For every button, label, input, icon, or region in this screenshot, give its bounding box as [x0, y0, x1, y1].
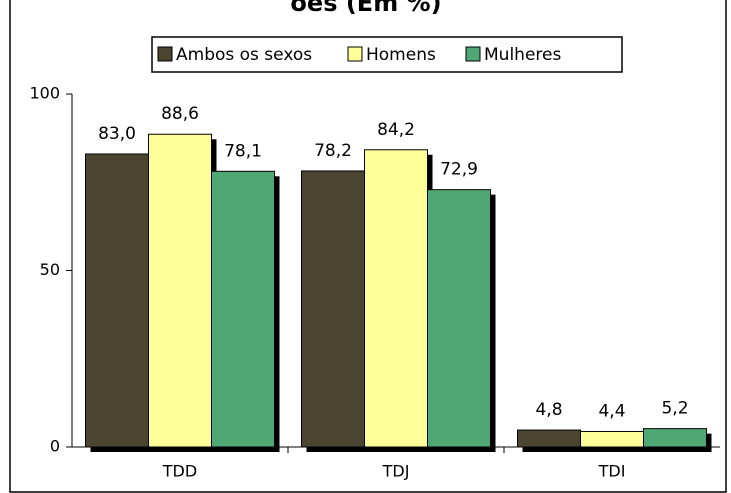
y-tick-label: 0: [50, 437, 60, 456]
bar: [85, 153, 149, 448]
bar: [643, 428, 707, 448]
data-label: 78,2: [314, 141, 352, 161]
data-label: 5,2: [661, 399, 688, 419]
bar: [211, 170, 275, 448]
data-label: 84,2: [377, 120, 415, 140]
bar: [517, 429, 581, 448]
legend-label: Mulheres: [484, 45, 561, 65]
y-tick-label: 50: [40, 260, 60, 279]
chart-title: oes (Em %): [290, 0, 441, 17]
bar: [427, 189, 491, 448]
bar: [364, 149, 428, 448]
data-label: 88,6: [161, 104, 199, 124]
data-label: 4,4: [598, 401, 625, 421]
bar: [580, 430, 644, 448]
legend-label: Homens: [366, 45, 436, 65]
legend-swatch: [157, 46, 173, 62]
bar: [301, 170, 365, 448]
y-tick-label: 100: [29, 84, 60, 103]
x-tick-label: TDD: [162, 462, 197, 481]
x-tick-label: TDJ: [382, 462, 410, 481]
legend-box: [151, 36, 623, 73]
bar: [148, 133, 212, 448]
data-label: 4,8: [535, 400, 562, 420]
legend-label: Ambos os sexos: [176, 45, 312, 65]
data-label: 78,1: [224, 141, 262, 161]
data-label: 83,0: [98, 124, 136, 144]
data-label: 72,9: [440, 160, 478, 180]
legend-swatch: [347, 46, 363, 62]
x-tick-label: TDI: [598, 462, 626, 481]
legend-swatch: [465, 46, 481, 62]
